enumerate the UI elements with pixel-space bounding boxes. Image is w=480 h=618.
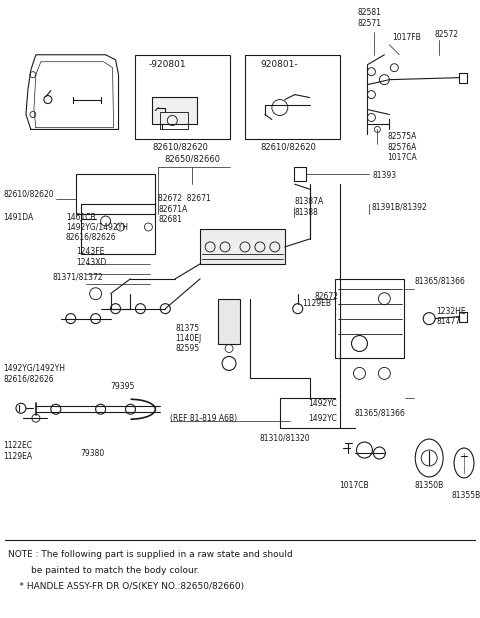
Text: 82650/82660: 82650/82660 xyxy=(164,154,220,164)
Text: 82672  82671
82671A
82681: 82672 82671 82671A 82681 xyxy=(158,194,211,224)
Text: 82672: 82672 xyxy=(315,292,339,301)
Bar xyxy=(245,55,339,140)
Text: 1492YG/1492YH
82616/82626: 1492YG/1492YH 82616/82626 xyxy=(3,363,65,383)
Text: 1129EB: 1129EB xyxy=(302,299,331,308)
Text: 81391B/81392: 81391B/81392 xyxy=(372,203,427,211)
Text: 1017FB: 1017FB xyxy=(392,33,421,43)
Text: (REF 81-819 A6B): (REF 81-819 A6B) xyxy=(170,413,238,423)
Bar xyxy=(160,111,188,129)
Text: 82581
82571: 82581 82571 xyxy=(358,8,382,28)
Text: 1017CB: 1017CB xyxy=(339,481,369,491)
Text: 1122EC
1129EA: 1122EC 1129EA xyxy=(3,441,32,461)
Text: 82572: 82572 xyxy=(434,30,458,40)
Bar xyxy=(218,298,240,344)
Bar xyxy=(152,96,197,124)
Text: 920801-: 920801- xyxy=(260,60,298,69)
Bar xyxy=(81,204,156,254)
Text: 79380: 79380 xyxy=(81,449,105,457)
Text: 1492YC: 1492YC xyxy=(308,413,336,423)
Text: 1492YG/1492YH
82616/82626: 1492YG/1492YH 82616/82626 xyxy=(66,222,128,242)
Text: 81375
1140EJ
82595: 81375 1140EJ 82595 xyxy=(175,324,202,353)
Text: 81365/81366: 81365/81366 xyxy=(355,408,406,418)
Text: 1491DA: 1491DA xyxy=(3,213,33,222)
Text: * HANDLE ASSY-FR DR O/S(KEY NO.:82650/82660): * HANDLE ASSY-FR DR O/S(KEY NO.:82650/82… xyxy=(8,582,244,591)
Text: NOTE : The following part is supplied in a raw state and should: NOTE : The following part is supplied in… xyxy=(8,549,293,559)
Bar xyxy=(200,229,285,264)
Text: 81310/81320: 81310/81320 xyxy=(260,434,310,442)
Text: 81350B: 81350B xyxy=(414,481,444,491)
Text: 81387A
81388: 81387A 81388 xyxy=(295,197,324,217)
Text: 1492YC: 1492YC xyxy=(308,399,336,408)
Text: 1243FE
1243XD: 1243FE 1243XD xyxy=(76,247,106,266)
Text: 82610/82620: 82610/82620 xyxy=(260,143,316,152)
Text: 82610/82620: 82610/82620 xyxy=(3,190,54,198)
Bar xyxy=(294,167,306,181)
Text: 81371/81372: 81371/81372 xyxy=(53,273,103,281)
Text: 81365/81366: 81365/81366 xyxy=(414,276,465,286)
Text: 1461CB: 1461CB xyxy=(66,213,96,222)
Text: be painted to match the body colour.: be painted to match the body colour. xyxy=(8,565,200,575)
Text: 81355B: 81355B xyxy=(451,491,480,501)
Text: 82610/82620: 82610/82620 xyxy=(152,143,208,152)
Text: 81393: 81393 xyxy=(372,171,396,180)
Text: 1232HE
81477: 1232HE 81477 xyxy=(436,307,466,326)
Text: 82575A
82576A
1017CA: 82575A 82576A 1017CA xyxy=(387,132,417,163)
Bar xyxy=(135,55,230,140)
Bar xyxy=(76,174,156,214)
Text: -920801: -920801 xyxy=(148,60,186,69)
Bar xyxy=(335,279,404,358)
Text: 79395: 79395 xyxy=(110,382,135,391)
